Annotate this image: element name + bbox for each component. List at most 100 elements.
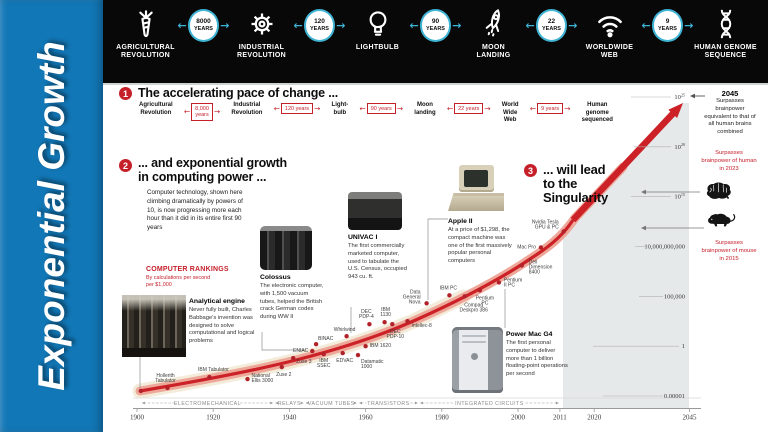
- y-tick-label: 1020: [674, 142, 685, 151]
- gear-icon: [245, 7, 279, 41]
- growth-arrow-head: [668, 103, 683, 118]
- data-point-label: Datamatic 1000: [361, 359, 384, 370]
- era-arrow-right: [353, 401, 357, 405]
- right-arrow-icon: →: [314, 104, 321, 114]
- left-arrow-icon: ←: [359, 104, 366, 114]
- data-point: [390, 322, 395, 327]
- right-arrow-icon: →: [568, 18, 578, 32]
- colossus-note: Colossus The electronic computer, with 1…: [260, 274, 324, 322]
- era-arrow-right: [555, 401, 559, 405]
- right-arrow-icon: →: [484, 104, 491, 114]
- milestone-label: LIGHTBULB: [355, 44, 400, 51]
- machine-name: Analytical engine: [189, 298, 245, 305]
- gap-22-years: ← 22 YEARS →: [526, 9, 578, 42]
- x-tick-label: 1900: [130, 414, 145, 422]
- analytical-engine-note: Analytical engine Never fully built, Cha…: [189, 298, 257, 346]
- gap-years-box: 22 years: [454, 103, 484, 115]
- data-point: [462, 294, 467, 299]
- pace-gap: ← 8,000 years →: [184, 103, 220, 121]
- section3-number-badge: 3: [524, 164, 537, 177]
- era-arrow-left: [141, 401, 145, 405]
- data-point: [477, 288, 483, 293]
- milestone-label: WORLDWIDE WEB: [585, 44, 634, 60]
- x-tick-label: 2020: [587, 414, 602, 422]
- y-tick-label: 1: [682, 343, 685, 350]
- y-tick-label: 100,000: [664, 293, 685, 300]
- section2-number-badge: 2: [119, 159, 132, 172]
- apple-ii-screen: [464, 170, 488, 187]
- side-banner: Exponential Growth: [0, 0, 103, 432]
- milestone-label: INDUSTRIAL REVOLUTION: [237, 44, 286, 60]
- data-point-label: Nvidia Tesla GPU & PC: [532, 220, 559, 231]
- milestone-industrial: INDUSTRIAL REVOLUTION: [230, 7, 294, 61]
- milestone-lightbulb: LIGHTBULB: [346, 7, 410, 52]
- data-point-label: Whirlwind: [334, 327, 356, 333]
- data-point-label: Pentium II PC: [504, 277, 522, 288]
- rankings-title: COMPUTER RANKINGS: [146, 266, 229, 273]
- data-point: [367, 322, 372, 327]
- right-arrow-icon: →: [220, 18, 230, 32]
- univac-photo: [348, 192, 402, 230]
- section1-title: The accelerating pace of change ...: [138, 86, 339, 100]
- data-point-label: DEC PDP-10: [387, 329, 405, 340]
- x-tick-label: 1940: [282, 414, 297, 422]
- data-point: [538, 245, 544, 250]
- left-arrow-icon: ←: [529, 104, 537, 114]
- data-point: [344, 334, 349, 339]
- annotation-2045-year: 2045: [721, 89, 739, 98]
- data-point-label: Pentium PC: [476, 295, 494, 306]
- era-label: ELECTROMECHANICAL: [174, 401, 241, 407]
- era-label: RELAYS: [278, 401, 301, 407]
- data-point-label: Zuse 2: [276, 372, 292, 378]
- top-timeline: AGRICULTURAL REVOLUTION ← 8000 YEARS → INDUST…: [103, 0, 768, 85]
- wifi-icon: [593, 7, 627, 41]
- section1-number-badge: 1: [119, 87, 132, 100]
- x-tick-label: 2011: [553, 414, 567, 422]
- annotation-2045-arrow-head: [690, 93, 695, 99]
- left-arrow-icon: ←: [273, 104, 280, 114]
- era-arrow-right: [270, 401, 274, 405]
- section3-title: ... will lead to the Singularity: [543, 162, 608, 206]
- data-point-label: Dell Dimension 8400: [529, 259, 553, 275]
- years-unit: YEARS: [310, 25, 329, 32]
- data-point-label: Hollerith Tabulator: [155, 373, 176, 384]
- milestone-label: HUMAN GENOME SEQUENCE: [694, 44, 757, 60]
- pace-gap: ← 22 years →: [447, 103, 491, 115]
- era-arrow-right: [414, 401, 418, 405]
- machine-desc: The first personal computer to deliver m…: [506, 340, 568, 378]
- x-tick-label: 2045: [682, 414, 697, 422]
- machine-name: Colossus: [260, 274, 291, 281]
- x-tick-label: 1980: [435, 414, 450, 422]
- left-arrow-icon: ←: [293, 18, 303, 32]
- milestone-moon: MOON LANDING: [462, 7, 526, 61]
- right-arrow-icon: →: [684, 18, 694, 32]
- left-arrow-icon: ←: [525, 18, 535, 32]
- rocket-icon: [477, 7, 511, 41]
- gap-90-years: ← 90 YEARS →: [410, 9, 462, 42]
- gap-9-years: ← 9 YEARS →: [642, 9, 694, 42]
- data-point-label: National Ellis 3000: [252, 373, 274, 384]
- years-value: 9: [665, 18, 670, 25]
- era-arrow-right: [300, 401, 304, 405]
- pace-milestone: Human genome sequenced: [581, 102, 613, 123]
- data-point-label: ENIAC: [293, 348, 309, 354]
- apple-ii-photo: [448, 165, 504, 215]
- growth-arrow-shaft: [570, 111, 676, 223]
- data-point: [561, 229, 566, 234]
- right-arrow-icon: →: [396, 104, 404, 114]
- gap-8000-years: ← 8000 YEARS →: [178, 9, 230, 42]
- era-arrow-left: [275, 401, 279, 405]
- machine-name: UNIVAC I: [348, 234, 378, 241]
- machine-name: Apple II: [448, 218, 473, 225]
- left-arrow-icon: ←: [177, 18, 187, 32]
- mouse-level-arrow-head: [641, 225, 646, 231]
- carrot-icon: [129, 7, 163, 41]
- data-point-label: IBM SSEC: [317, 358, 331, 369]
- lightbulb-icon: [361, 7, 395, 41]
- machine-desc: The first commercially marketed computer…: [348, 243, 407, 281]
- pace-milestone: Industrial Revolution: [231, 102, 263, 116]
- gap-years-box: 9 years: [537, 103, 564, 115]
- data-point: [355, 352, 361, 358]
- apple-ii-note: Apple II At a price of $1,298, the compa…: [448, 218, 514, 266]
